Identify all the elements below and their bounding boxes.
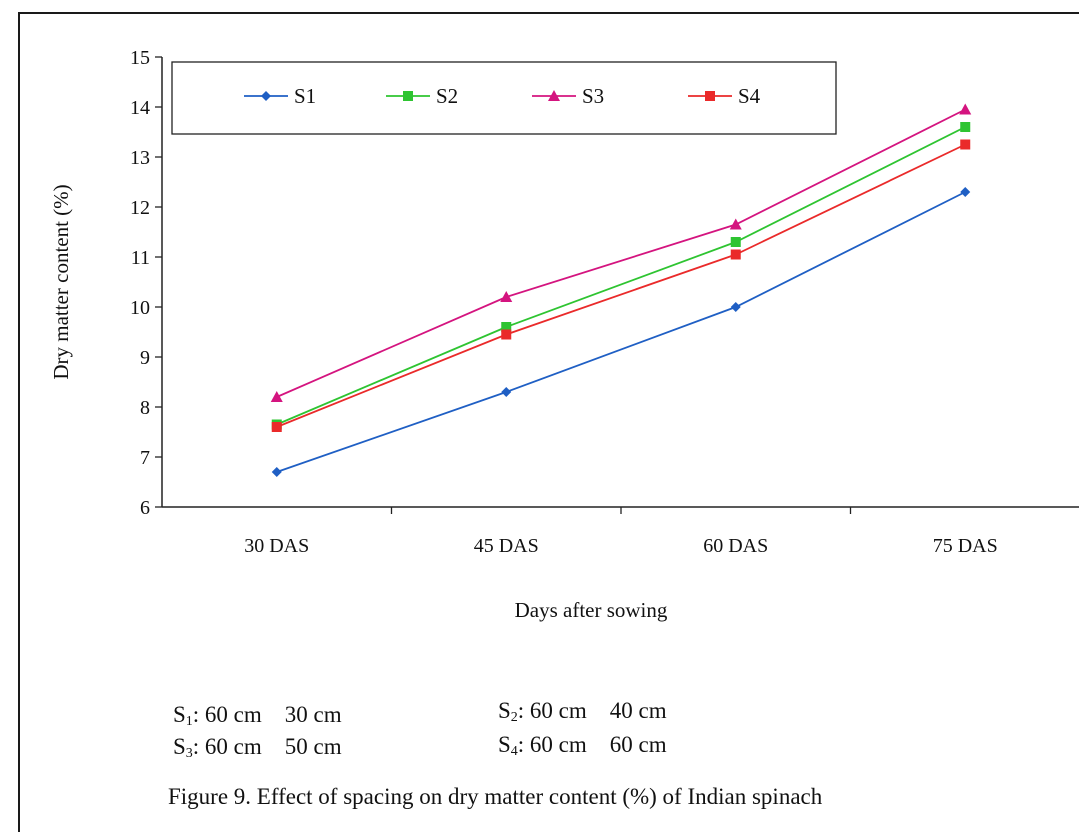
legend-marker xyxy=(705,91,715,101)
legend-marker xyxy=(403,91,413,101)
y-axis-ticks: 6 7 8 9 10 11 12 13 14 15 xyxy=(130,47,162,519)
legend-label: S1 xyxy=(294,84,316,108)
data-point xyxy=(730,237,741,247)
y-tick-label: 9 xyxy=(140,347,150,369)
y-tick-label: 11 xyxy=(131,247,150,269)
y-tick-label: 12 xyxy=(130,197,150,219)
x-axis-title: Days after sowing xyxy=(515,598,668,622)
legend: S1 S2 S3 S4 xyxy=(171,61,837,135)
series-line xyxy=(276,191,966,473)
y-tick-label: 15 xyxy=(130,47,150,69)
data-point xyxy=(960,187,971,197)
data-point xyxy=(730,249,741,260)
line-chart: 6 7 8 9 10 11 12 13 14 15 30 DAS 45 DAS 60 DAS 75 DA… xyxy=(49,47,1079,622)
x-tick-label: 60 DAS xyxy=(703,535,768,557)
spacing-note-s1: S1: 60 cm 30 cm xyxy=(173,702,342,729)
data-point xyxy=(730,302,741,312)
y-tick-label: 6 xyxy=(140,497,150,519)
data-point xyxy=(501,387,512,397)
y-tick-label: 7 xyxy=(140,447,150,469)
x-tick-label: 75 DAS xyxy=(933,535,998,557)
series-s1 xyxy=(271,187,971,477)
legend-item-s2: S2 xyxy=(386,84,458,108)
series-s4 xyxy=(271,139,971,432)
spacing-note-s3: S3: 60 cm 50 cm xyxy=(173,734,342,761)
y-axis-title: Dry matter content (%) xyxy=(49,184,73,379)
data-point xyxy=(501,329,512,340)
legend-marker xyxy=(261,91,271,101)
data-point xyxy=(959,103,972,115)
y-tick-label: 8 xyxy=(140,397,150,419)
series-s3 xyxy=(270,103,972,402)
legend-label: S4 xyxy=(738,84,761,108)
legend-item-s1: S1 xyxy=(244,84,316,108)
y-tick-label: 14 xyxy=(130,97,150,119)
data-point xyxy=(960,139,971,150)
x-tick-label: 30 DAS xyxy=(244,535,309,557)
series-layer xyxy=(270,103,972,477)
spacing-note-s4: S4: 60 cm 60 cm xyxy=(498,732,667,759)
data-point xyxy=(271,422,282,432)
spacing-note-s2: S2: 60 cm 40 cm xyxy=(498,698,667,725)
figure-panel: 6 7 8 9 10 11 12 13 14 15 30 DAS 45 DAS 60 DAS 75 DA… xyxy=(18,12,1079,832)
x-tick-label: 45 DAS xyxy=(474,535,539,557)
series-line xyxy=(276,126,966,426)
x-axis-ticks: 30 DAS 45 DAS 60 DAS 75 DAS xyxy=(244,507,998,557)
data-point xyxy=(960,122,971,132)
legend-label: S2 xyxy=(436,84,458,108)
legend-item-s3: S3 xyxy=(532,84,604,108)
y-tick-label: 13 xyxy=(130,147,150,169)
legend-box xyxy=(171,61,837,135)
data-point xyxy=(271,467,282,477)
legend-item-s4: S4 xyxy=(688,84,761,108)
legend-label: S3 xyxy=(582,84,604,108)
data-point xyxy=(270,391,283,402)
figure-caption: Figure 9. Effect of spacing on dry matte… xyxy=(168,784,823,809)
data-point xyxy=(501,322,512,332)
data-point xyxy=(729,218,742,230)
data-point xyxy=(500,291,513,302)
series-line xyxy=(276,108,966,398)
legend-marker xyxy=(548,90,560,101)
y-tick-label: 10 xyxy=(130,297,150,319)
series-line xyxy=(276,143,966,428)
series-s2 xyxy=(271,122,971,430)
